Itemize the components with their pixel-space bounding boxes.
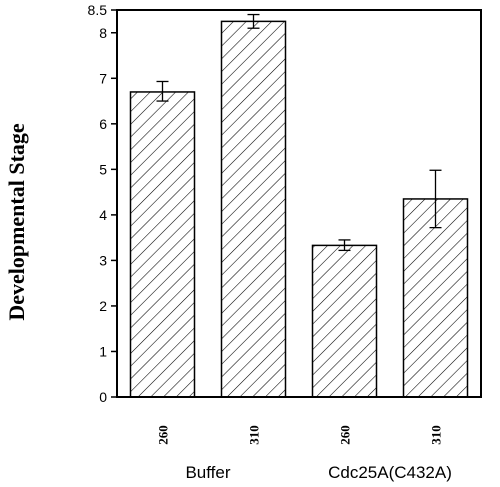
x-tick-label: 310: [429, 425, 444, 445]
y-tick-label: 8.5: [88, 2, 108, 18]
y-tick-label: 5: [99, 161, 107, 177]
y-tick-label: 3: [99, 252, 107, 268]
y-tick-label: 6: [99, 116, 107, 132]
bar: [129, 91, 196, 398]
y-tick-label: 4: [99, 207, 107, 223]
y-tick-label: 2: [99, 298, 107, 314]
bar: [220, 20, 287, 398]
plot-frame: [116, 9, 482, 398]
y-axis: 0 1 2 3 4 5 6 7 8 8.5: [88, 2, 117, 405]
group-label: Cdc25A(C432A): [328, 463, 452, 482]
y-axis-label: Developmental Stage: [4, 123, 29, 321]
group-label: Buffer: [185, 463, 230, 482]
x-tick-label: 260: [338, 425, 353, 445]
bar: [311, 244, 378, 398]
x-tick-label: 260: [156, 425, 171, 445]
bar: [402, 198, 469, 398]
y-tick-label: 0: [99, 389, 107, 405]
y-tick-label: 1: [99, 343, 107, 359]
y-tick-label: 8: [99, 25, 107, 41]
y-tick-label: 7: [99, 70, 107, 86]
x-axis: 260 310 260 310: [156, 425, 444, 445]
x-tick-label: 310: [247, 425, 262, 445]
group-labels: Buffer Cdc25A(C432A): [185, 463, 451, 482]
bars-group: [129, 13, 469, 398]
